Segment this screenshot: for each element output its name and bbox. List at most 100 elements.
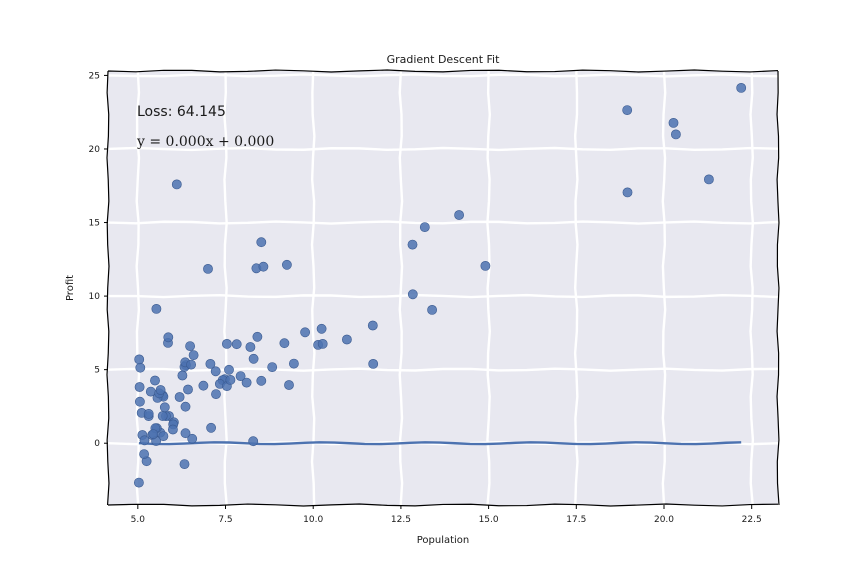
data-point [210,366,221,377]
data-point [134,382,145,392]
x-gridline [310,70,316,506]
y-axis-label: Profit [65,275,76,301]
data-point [185,341,195,351]
data-point [198,380,209,391]
data-point [180,401,191,412]
data-point [258,261,269,272]
data-point [206,422,216,433]
x-tick-label: 17.5 [566,515,586,525]
grid-lines [107,70,779,506]
data-point [736,83,747,93]
loss-annotation: Loss: 64.145 [137,104,226,120]
data-point [454,210,464,220]
x-tick-label: 7.5 [218,515,232,525]
x-gridline [749,70,755,506]
data-point [171,179,182,190]
data-point [203,263,213,274]
data-point [224,364,234,375]
data-point [284,380,294,390]
data-point [407,289,418,300]
data-point [167,424,178,435]
data-point [367,320,378,331]
data-point [317,338,328,349]
data-point [622,105,633,115]
y-tick-label: 20 [89,145,101,155]
data-point [151,303,162,314]
x-gridline [486,70,492,506]
data-point [134,396,145,407]
chart-title: Gradient Descent Fit [387,53,501,66]
data-point [211,389,221,399]
data-point [205,358,216,369]
data-point [148,429,159,439]
fit-line [138,441,742,446]
x-gridline [573,70,579,506]
data-point [159,402,170,413]
data-point [225,374,236,385]
data-point [419,222,430,232]
x-tick-label: 15.0 [479,515,499,525]
data-point [143,408,154,419]
data-point [179,459,190,469]
data-point [704,174,714,185]
data-point [252,331,263,342]
fit-line-layer [138,441,742,446]
data-point [427,304,437,315]
scatter-points [133,83,747,488]
y-gridline [107,146,779,152]
y-axis-ticks: 0 5 10 15 20 25 [89,71,108,449]
data-point [248,436,259,447]
x-tick-label: 10.0 [303,515,323,525]
data-point [139,449,149,459]
data-point [188,350,199,360]
x-gridline [223,70,228,506]
data-point [245,342,256,352]
data-point [300,327,310,338]
data-point [480,260,491,271]
y-tick-label: 10 [89,292,101,302]
x-gridline [661,70,667,506]
data-point [279,338,290,349]
data-point [316,323,327,334]
data-point [174,392,185,402]
y-tick-label: 15 [89,219,100,229]
equation-annotation: y = 0.000x + 0.000 [136,134,274,150]
x-tick-label: 12.5 [391,515,411,525]
data-point [671,129,681,140]
y-tick-label: 25 [89,71,100,81]
data-point [668,118,679,128]
data-point [267,362,278,372]
data-point [135,362,146,373]
data-point [177,370,188,381]
data-point [158,431,169,441]
plot-area [108,71,778,505]
data-point [241,377,252,388]
data-point [187,433,198,444]
data-point [139,435,150,446]
data-point [157,411,168,421]
data-point [256,375,267,386]
y-gridline [107,73,779,78]
data-point [248,353,259,364]
data-point [134,354,145,365]
data-point [368,358,379,369]
x-gridline [398,70,404,506]
data-point [256,237,267,248]
data-point [622,187,633,198]
y-tick-label: 5 [94,366,100,376]
data-point [150,375,160,386]
data-point [221,338,232,349]
y-tick-label: 0 [94,439,100,449]
x-tick-label: 22.5 [742,515,762,525]
data-point [288,358,299,369]
x-axis-label: Population [417,535,470,546]
y-gridline [107,220,779,225]
x-axis-ticks: 5.0 7.5 10.0 12.5 15.0 17.5 20.0 22.5 [131,505,762,525]
data-point [281,259,292,270]
data-point [186,359,196,370]
x-tick-label: 5.0 [131,515,146,525]
data-point [231,339,242,350]
x-tick-label: 20.0 [654,515,674,525]
data-point [133,477,144,488]
